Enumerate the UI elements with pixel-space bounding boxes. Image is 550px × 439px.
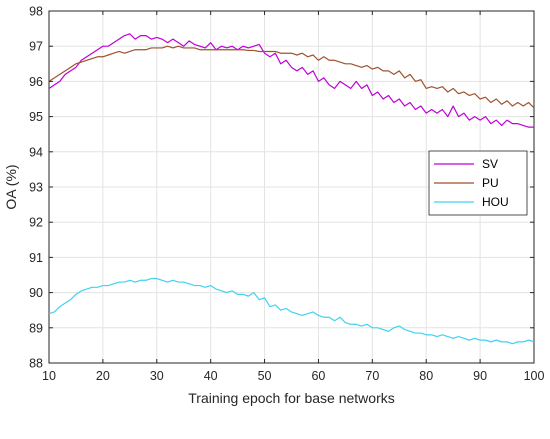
x-tick-label: 40 (204, 369, 218, 383)
x-tick-label: 70 (365, 369, 379, 383)
y-tick-label: 98 (29, 5, 43, 19)
legend-label-sv: SV (482, 157, 498, 171)
x-tick-label: 10 (42, 369, 56, 383)
x-tick-label: 60 (311, 369, 325, 383)
x-tick-label: 100 (524, 369, 545, 383)
legend: SV PU HOU (428, 150, 528, 216)
y-tick-label: 95 (29, 110, 43, 124)
y-tick-label: 92 (29, 216, 43, 230)
y-tick-label: 88 (29, 357, 43, 371)
series-line-sv (48, 33, 534, 128)
y-tick-label: 93 (29, 181, 43, 195)
y-tick-label: 96 (29, 75, 43, 89)
series-line-hou (48, 277, 535, 345)
x-tick-label: 50 (258, 369, 272, 383)
y-tick-label: 94 (29, 145, 43, 159)
y-tick-label: 97 (29, 40, 43, 54)
x-axis-ticks: 10 20 30 40 50 60 70 80 90 100 (42, 11, 544, 383)
y-tick-label: 91 (29, 251, 43, 265)
x-tick-label: 20 (96, 369, 110, 383)
y-axis-label: OA (%) (3, 164, 19, 209)
series-line-pu (48, 45, 535, 109)
x-tick-label: 90 (473, 369, 487, 383)
y-axis-ticks: 88 89 90 91 92 93 94 95 96 97 98 (29, 5, 534, 371)
y-tick-label: 89 (29, 321, 43, 335)
x-tick-label: 80 (419, 369, 433, 383)
legend-label-pu: PU (482, 176, 499, 190)
x-axis-label: Training epoch for base networks (188, 390, 394, 406)
series-lines (48, 33, 535, 345)
legend-label-hou: HOU (482, 195, 509, 209)
y-tick-label: 90 (29, 286, 43, 300)
x-tick-label: 30 (150, 369, 164, 383)
